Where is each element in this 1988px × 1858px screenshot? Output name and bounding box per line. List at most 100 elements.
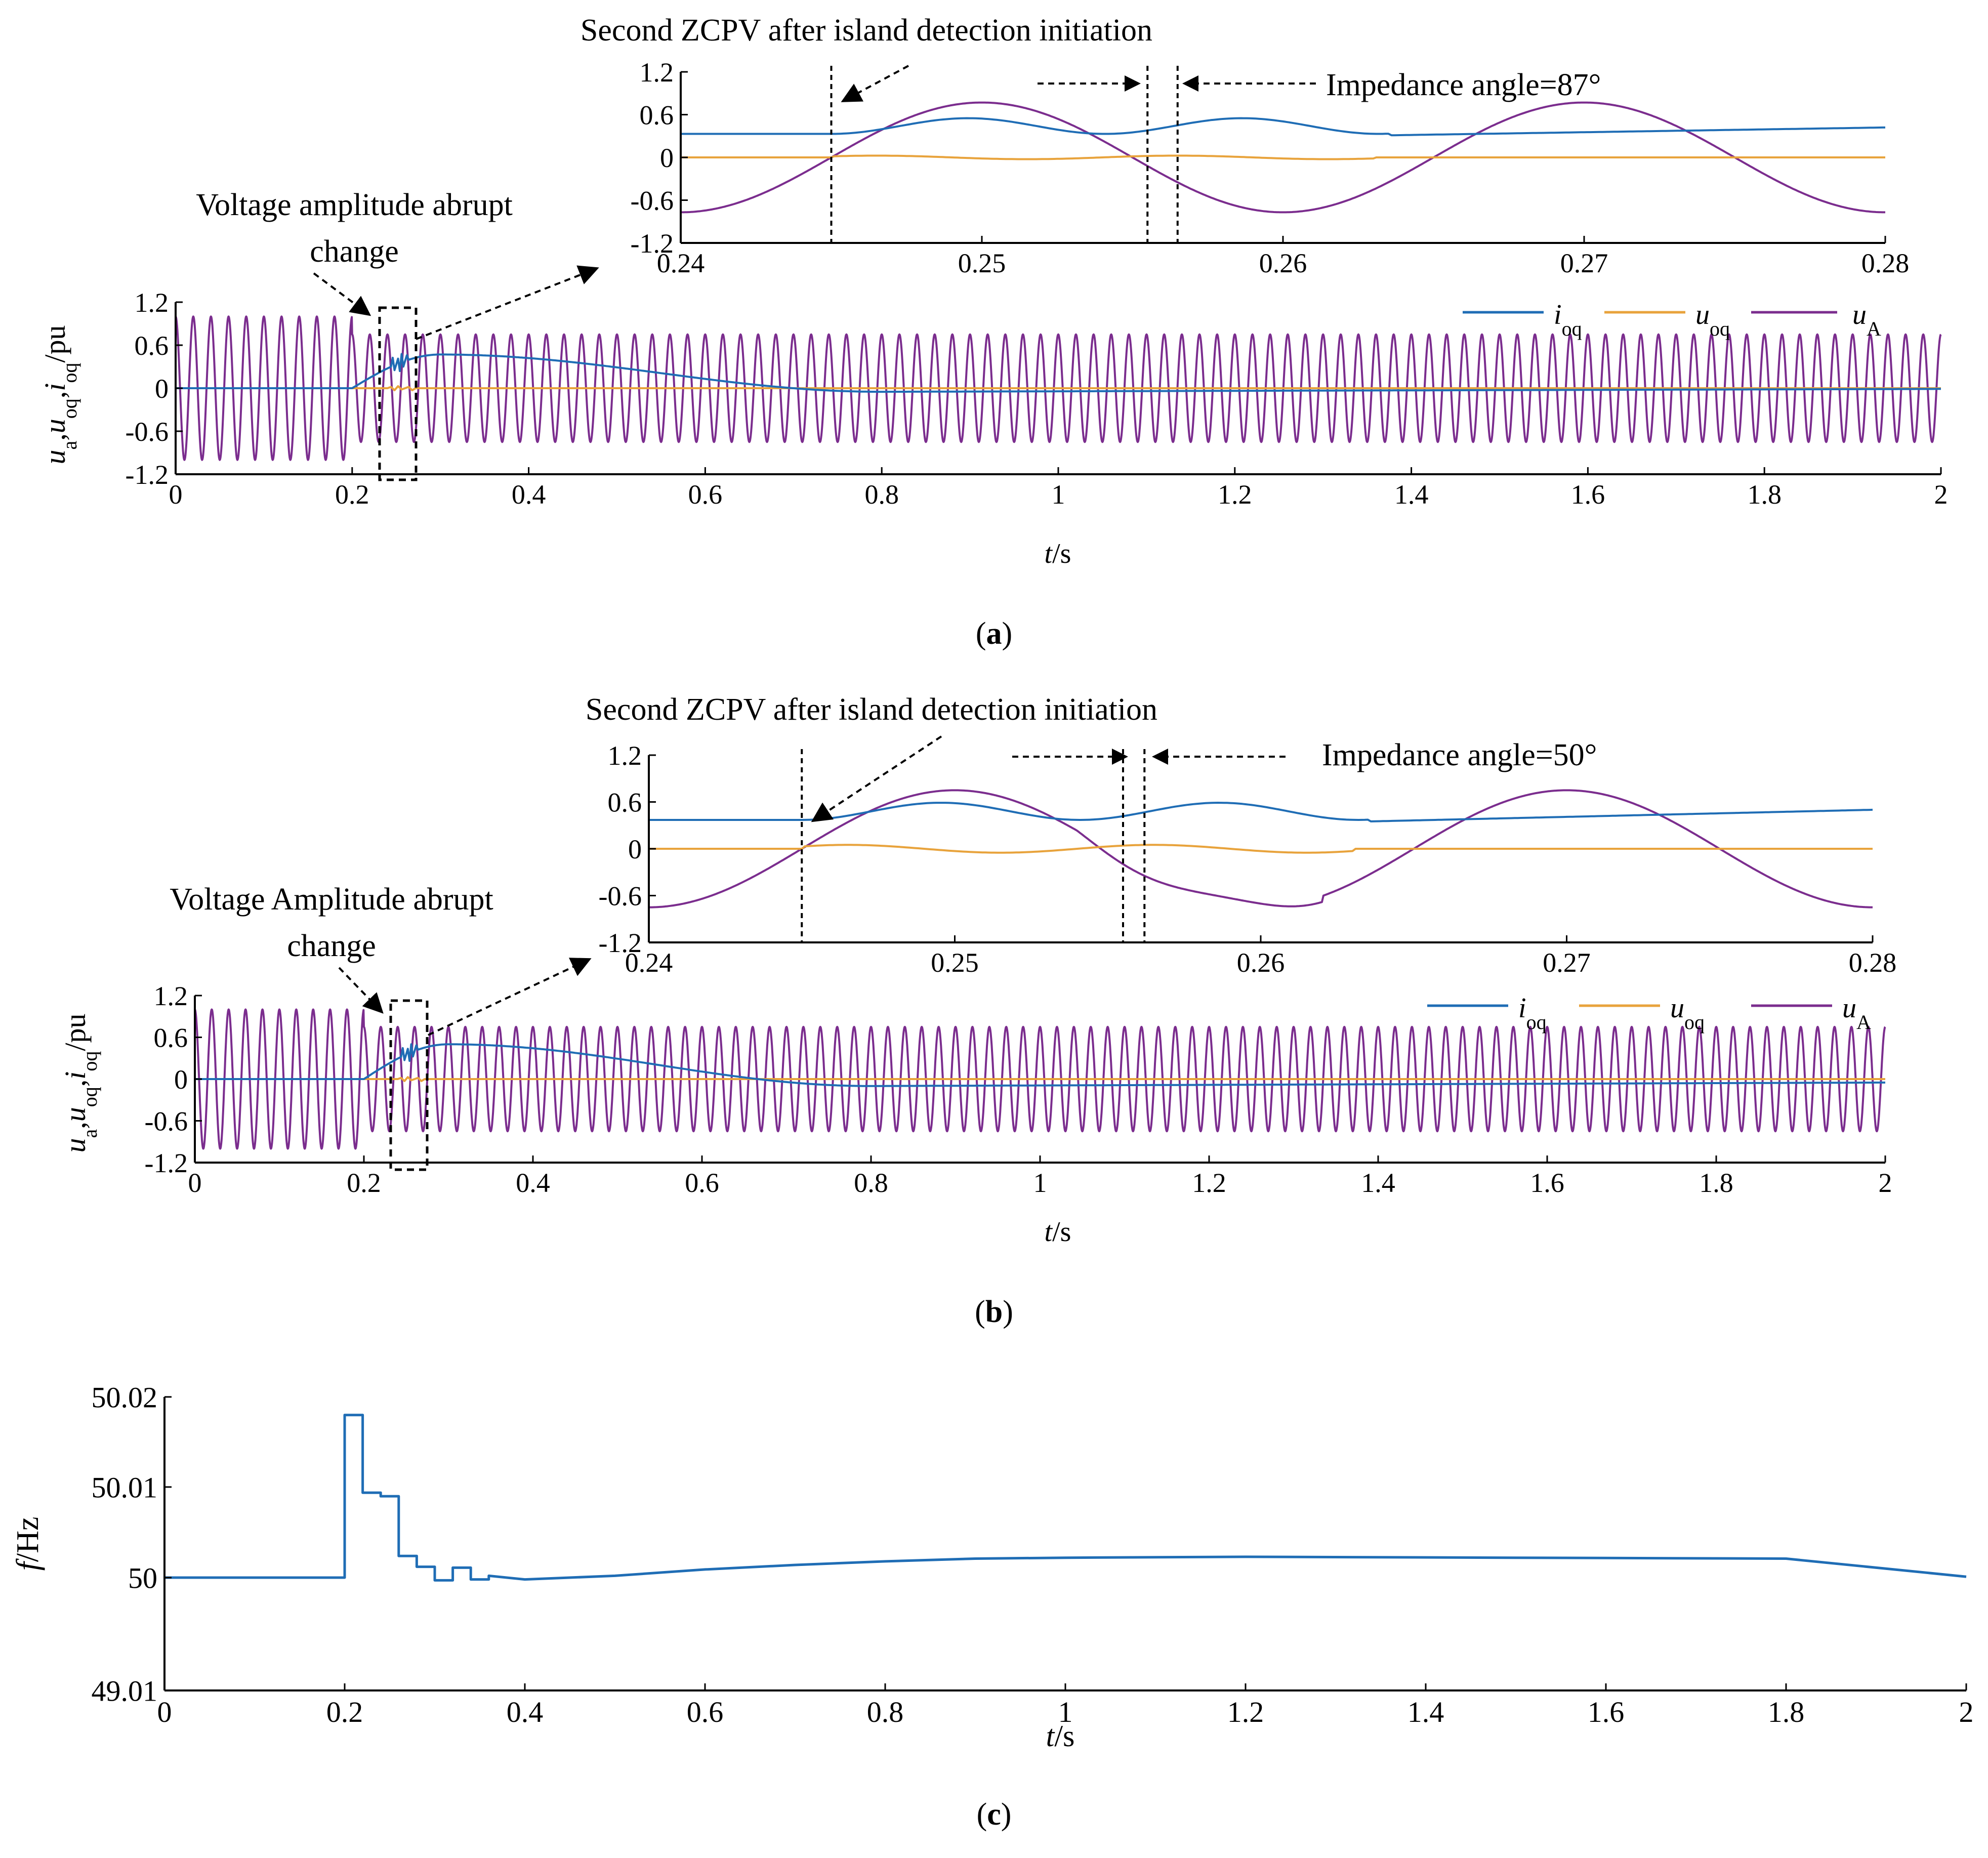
legend-label-u-oq: uoq [1670,993,1705,1034]
x-tick-label: 0.6 [688,479,723,510]
panel-a-xlabel: t/s [1045,538,1071,569]
ylabel-sub-3: oq [58,363,81,383]
panel-b-main-axes: 0 0.2 0.4 0.6 0.8 1 1.2 1.4 1.6 1.8 2 1.2 0.6 0 -0.6 -1… [145,981,1892,1198]
panel-b-xlabel: t/s [1045,1216,1071,1248]
panel-a-abrupt-line1: Voltage amplitude abrupt [196,188,513,222]
panel-a-legend: ioq uoq uA [1463,299,1881,340]
y-tick-label: 50.02 [92,1381,158,1414]
y-tick-label: -0.6 [126,417,169,447]
y-tick-label: -0.6 [145,1106,188,1136]
x-tick-label: 0.8 [864,479,899,510]
panel-b-inset-series [649,789,1873,909]
x-tick-label: 1.4 [1394,479,1429,510]
x-tick-label: 0.25 [958,248,1006,278]
panel-b-caption: (b) [975,1295,1013,1329]
x-tick-label: 0.28 [1849,947,1897,978]
ylabel-sub-1: a [58,441,81,450]
x-tick-label: 0.8 [854,1168,888,1198]
panel-b-inset-axes: 0.24 0.25 0.26 0.27 0.28 1.2 0.6 0 -0.6 -1.2 [599,740,1897,978]
x-tick-label: 0.2 [326,1696,363,1728]
x-tick-label: 1.2 [1218,479,1252,510]
x-tick-label: 0.28 [1861,248,1910,278]
x-tick-label: 0 [188,1168,202,1198]
ylabel-var-2: u [38,419,71,433]
series-u-oq [176,385,1941,391]
y-tick-label: -1.2 [599,928,642,958]
y-tick-label: 0.6 [154,1022,188,1053]
panel-b-inset-title: Second ZCPV after island detection initi… [586,692,1157,727]
panel-c-caption: (c) [977,1797,1012,1832]
y-tick-label: -1.2 [126,460,169,490]
y-tick-label: -0.6 [631,185,674,216]
x-tick-label: 0 [157,1696,172,1728]
x-tick-label: 1.6 [1530,1168,1564,1198]
x-tick-label: 1 [1052,479,1065,510]
panel-b-zoom-box [389,999,429,1171]
inset-series-u-oq [649,844,1873,854]
xlabel-var: t [1045,538,1053,569]
y-tick-label: 0 [628,834,642,864]
panel-b-arrow-abrupt [338,967,384,1014]
ylabel-var-3: i [38,383,71,391]
panel-a-zoom-box [378,306,418,481]
x-tick-label: 0.26 [1237,947,1285,978]
panel-b-arrow-zoom [428,958,592,1036]
inset-series-i-oq [681,117,1885,137]
x-tick-label: 2 [1934,479,1948,510]
series-i-oq [195,1043,1885,1087]
y-tick-label: -0.6 [599,881,642,911]
panel-a-ylabel: ua,uoq,ioq/pu [38,325,81,464]
panel-a-inset-axes: 0.24 0.25 0.26 0.27 0.28 1.2 0.6 0 -0.6 -1.2 [631,57,1910,278]
x-tick-label: 1.4 [1407,1696,1444,1728]
panel-c-ylabel: f/Hz [11,1517,45,1571]
panel-a-arrow-zcpv [841,65,909,102]
inset-series-u-a [649,789,1873,909]
ylabel-var-1: u [38,450,71,465]
y-tick-label: 50.01 [92,1471,158,1504]
panel-a-impedance-angle: Impedance angle=87° [1326,68,1601,102]
panel-b: 0 0.2 0.4 0.6 0.8 1 1.2 1.4 1.6 1.8 2 1.2 0.6 0 -0.6 -1… [59,692,1896,1329]
panel-c: 0 0.2 0.4 0.6 0.8 1 1.2 1.4 1.6 1.8 2 50.02 50.01 50 4… [11,1381,1974,1832]
y-tick-label: 0 [174,1064,188,1095]
x-tick-label: 1.2 [1227,1696,1264,1728]
panel-a-arrow-zoom [416,265,599,340]
x-tick-label: 1.8 [1747,479,1782,510]
y-tick-label: 1.2 [154,981,188,1011]
panel-a-caption: (a) [976,616,1012,651]
x-tick-label: 1.2 [1192,1168,1226,1198]
x-tick-label: 0.8 [867,1696,904,1728]
panel-c-axes: 0 0.2 0.4 0.6 0.8 1 1.2 1.4 1.6 1.8 2 50.02 50.01 50 4… [92,1381,1974,1728]
xlabel-unit: /s [1052,538,1071,569]
y-tick-label: 1.2 [640,57,674,88]
legend-label-i-oq: ioq [1554,299,1582,340]
panel-a-inset-title: Second ZCPV after island detection initi… [581,13,1152,48]
y-tick-label: -1.2 [145,1148,188,1178]
legend-label-i-oq: ioq [1518,993,1547,1034]
panel-c-xlabel: t/s [1046,1719,1075,1753]
panel-b-abrupt-line2: change [287,929,376,963]
series-u-a [194,1008,1886,1150]
x-tick-label: 1.8 [1699,1168,1733,1198]
panel-b-main-series [194,1008,1886,1150]
y-tick-label: 0.6 [640,100,674,130]
panel-b-arrow-zcpv [811,735,942,822]
x-tick-label: 0.24 [625,947,673,978]
x-tick-label: 0.6 [685,1168,719,1198]
x-tick-label: 0.26 [1259,248,1307,278]
y-tick-label: 1.2 [135,287,169,318]
x-tick-label: 1.6 [1571,479,1605,510]
y-tick-label: 49.01 [92,1674,158,1707]
panel-a: 0 0.2 0.4 0.6 0.8 1 1.2 1.4 1.6 1.8 2 1.2 0.6 0 -0.6 -1… [38,13,1948,651]
y-tick-label: 1.2 [608,740,642,771]
x-tick-label: 2 [1879,1168,1892,1198]
x-tick-label: 0.25 [931,947,979,978]
y-tick-label: 0 [155,374,169,404]
legend-label-u-a: uA [1852,299,1881,340]
panel-a-main-axes: 0 0.2 0.4 0.6 0.8 1 1.2 1.4 1.6 1.8 2 1.2 0.6 0 -0.6 -1… [126,287,1948,510]
panel-b-impedance-angle: Impedance angle=50° [1322,738,1597,772]
series-frequency [164,1414,1967,1582]
ylabel-sub-2: oq [58,398,81,419]
inset-series-i-oq [649,802,1873,822]
x-tick-label: 1.4 [1361,1168,1395,1198]
